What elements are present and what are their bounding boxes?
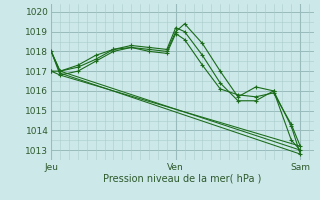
- X-axis label: Pression niveau de la mer( hPa ): Pression niveau de la mer( hPa ): [103, 173, 261, 183]
